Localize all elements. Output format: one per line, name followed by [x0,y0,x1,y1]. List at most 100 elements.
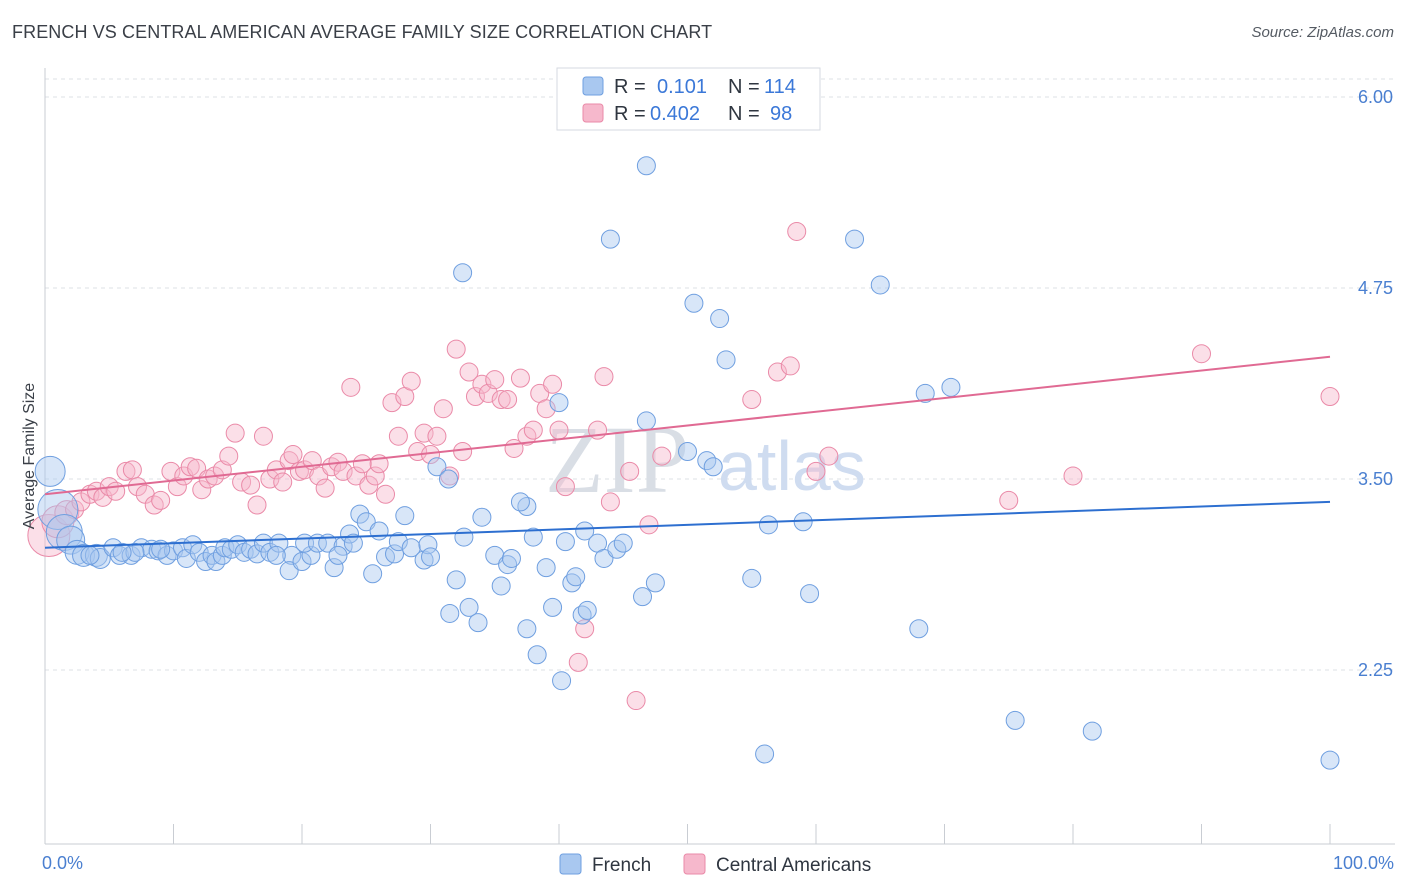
french-point [1005,710,1025,730]
legend-n-value-1: 114 [764,76,796,98]
french-point [636,411,656,431]
french-point [324,558,344,578]
central-americans-point [433,399,453,419]
french-point [453,263,473,283]
french-point [501,548,521,568]
french-point [215,538,235,558]
french-point [710,309,730,329]
french-point [633,587,653,607]
central-americans-point [1063,466,1083,486]
french-point [385,544,405,564]
french-point [703,457,723,477]
french-point [34,455,66,487]
x-tick-label-0: 0.0% [42,853,83,873]
legend-french-swatch [582,76,604,96]
central-americans-point [122,460,142,480]
central-americans-point [414,423,434,443]
central-americans-point [626,691,646,711]
french-point [279,561,299,581]
central-americans-point [767,362,787,382]
bottom-legend-french-label: French [592,855,651,876]
chart-title: FRENCH VS CENTRAL AMERICAN AVERAGE FAMIL… [12,22,713,42]
french-point [438,469,458,489]
central-americans-point [568,652,588,672]
y-tick-label: 2.25 [1358,660,1393,680]
french-point [1320,750,1340,770]
french-point [552,671,572,691]
french-point [742,568,762,588]
french-point [845,229,865,249]
french-point [401,538,421,558]
french-point [253,533,273,553]
french-point [37,489,79,531]
french-point [517,619,537,639]
y-axis-title: Average Family Size [21,383,38,530]
french-point [301,545,321,565]
central-americans-point [241,475,261,495]
french-point [454,527,474,547]
french-point [577,600,597,620]
french-point [527,645,547,665]
central-americans-point [408,441,428,461]
central-americans-point [273,472,293,492]
bottom-legend-central-swatch [683,853,706,875]
french-point [103,538,123,558]
central-americans-point [440,466,460,486]
central-americans-point [819,446,839,466]
central-americans-point [446,339,466,359]
french-point [575,521,595,541]
french-point [189,542,209,562]
central-americans-point [543,374,563,394]
central-americans-point [376,484,396,504]
french-point [716,350,736,370]
central-americans-point [999,490,1019,510]
y-tick-label: 6.00 [1358,87,1393,107]
french-point [340,524,360,544]
central-americans-point [151,490,171,510]
source-label: Source: ZipAtlas.com [1251,24,1394,41]
french-point [183,535,203,555]
central-americans-point [742,390,762,410]
central-americans-point [225,423,245,443]
central-americans-point [401,371,421,391]
french-point [498,555,518,575]
central-americans-point [341,377,361,397]
central-americans-point [346,466,366,486]
central-americans-point [465,386,485,406]
french-trend-line [44,500,1331,549]
french-point [110,545,130,565]
central-americans-point [453,441,473,461]
french-point [510,492,530,512]
french-point [421,547,440,567]
central-americans-point [128,477,148,497]
french-point [395,506,415,526]
french-point [427,457,447,477]
french-point [758,515,778,535]
legend-r-value-1: 0.101 [657,76,707,98]
french-point [684,293,704,313]
french-point [72,543,96,567]
french-point [1082,721,1102,741]
french-point [440,603,460,623]
x-tick-label-100: 100.0% [1333,853,1394,873]
legend-n-label-1: N = [728,76,760,98]
central-americans-point [472,374,492,394]
trend-lines [44,355,1331,549]
central-americans-point [180,457,200,477]
central-americans-point [167,477,187,497]
central-americans-point [253,426,273,446]
french-point [909,619,929,639]
central-americans-point [315,478,335,498]
french-point [613,533,633,553]
french-point [800,584,820,604]
french-point [755,744,775,764]
central-americans-point [116,461,136,481]
central-americans-trend-line [44,355,1331,496]
legend-r-label-1: R = [614,76,646,98]
central-americans-point [652,446,672,466]
central-americans-point [549,420,569,440]
central-americans-point [498,390,518,410]
french-point [870,275,890,295]
y-tick-label: 3.50 [1358,469,1393,489]
